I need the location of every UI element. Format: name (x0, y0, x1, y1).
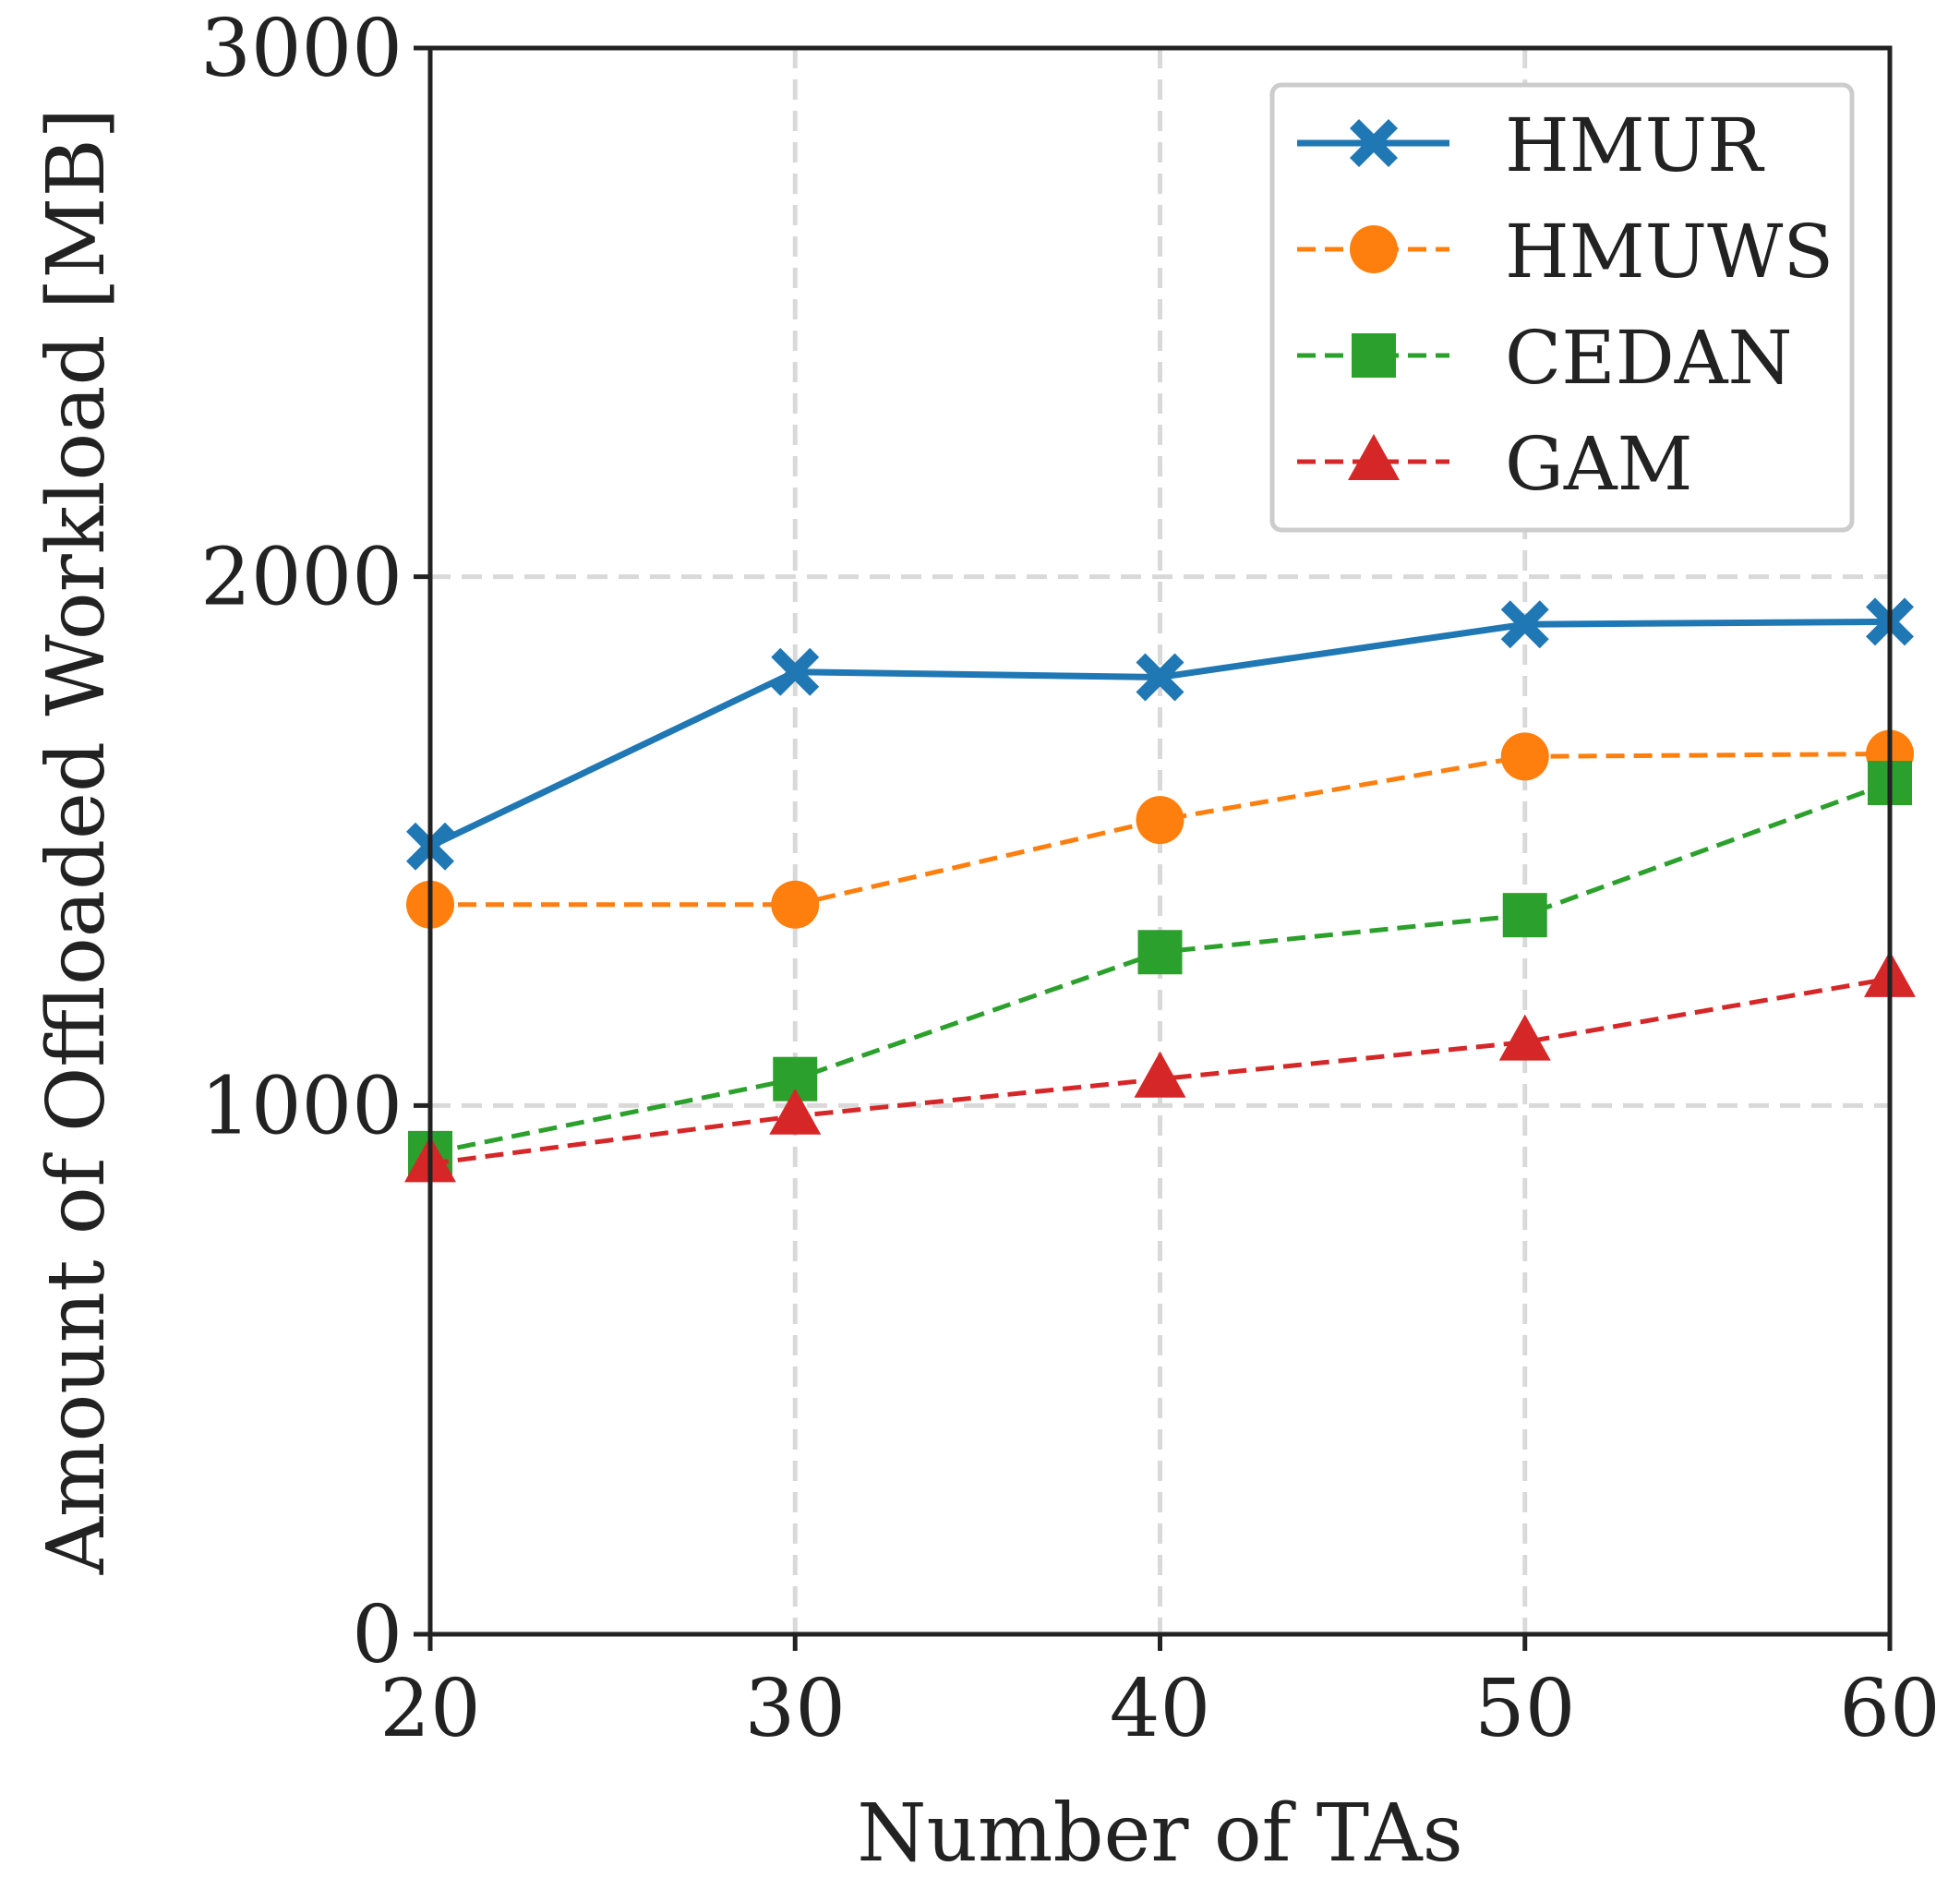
legend-marker (1348, 434, 1400, 480)
legend-marker (1350, 225, 1398, 273)
legend-marker (1350, 119, 1398, 167)
data-point-cedan (1137, 930, 1183, 975)
legend-item-hmuws: HMUWS (1297, 209, 1834, 295)
series-hmur (406, 597, 1914, 871)
legend-label: GAM (1505, 421, 1693, 507)
data-point-hmur (1500, 600, 1549, 649)
data-point-hmuws (771, 880, 820, 929)
x-tick-label: 40 (1110, 1663, 1210, 1755)
legend-label: CEDAN (1505, 315, 1793, 401)
data-point-gam (1134, 1051, 1186, 1098)
x-tick-label: 30 (745, 1663, 846, 1755)
y-tick-label: 2000 (200, 532, 403, 624)
data-point-gam (1498, 1014, 1551, 1061)
data-point-cedan (1502, 893, 1547, 938)
data-point-hmur (1136, 653, 1184, 702)
y-tick-label: 0 (352, 1589, 403, 1681)
y-tick-label: 3000 (200, 3, 403, 95)
legend-box (1269, 82, 1855, 533)
axis-ticks: 20 30 40 50 60 0 1000 2000 3000 (200, 3, 1941, 1755)
y-tick-label: 1000 (200, 1060, 403, 1152)
legend-item-cedan: CEDAN (1297, 315, 1793, 401)
x-tick-label: 60 (1839, 1663, 1940, 1755)
legend-item-hmur: HMUR (1297, 102, 1765, 188)
y-axis-label: Amount of Offloaded Workload [MB] (30, 108, 123, 1575)
series-line-hmuws (430, 752, 1891, 908)
data-point-hmuws (1136, 796, 1184, 845)
x-tick-label: 50 (1474, 1663, 1575, 1755)
series-layer (404, 597, 1916, 1183)
x-axis-label: Number of TAs (857, 1788, 1462, 1880)
data-point-hmur (771, 647, 820, 696)
legend-label: HMUR (1505, 102, 1765, 188)
legend: HMUR HMUWS CEDAN GAM (1269, 82, 1855, 533)
x-tick-label: 20 (379, 1663, 480, 1755)
legend-marker (1352, 333, 1396, 378)
legend-item-gam: GAM (1297, 421, 1693, 507)
data-point-gam (769, 1088, 822, 1135)
legend-label: HMUWS (1505, 209, 1834, 295)
data-point-hmuws (1500, 732, 1549, 781)
